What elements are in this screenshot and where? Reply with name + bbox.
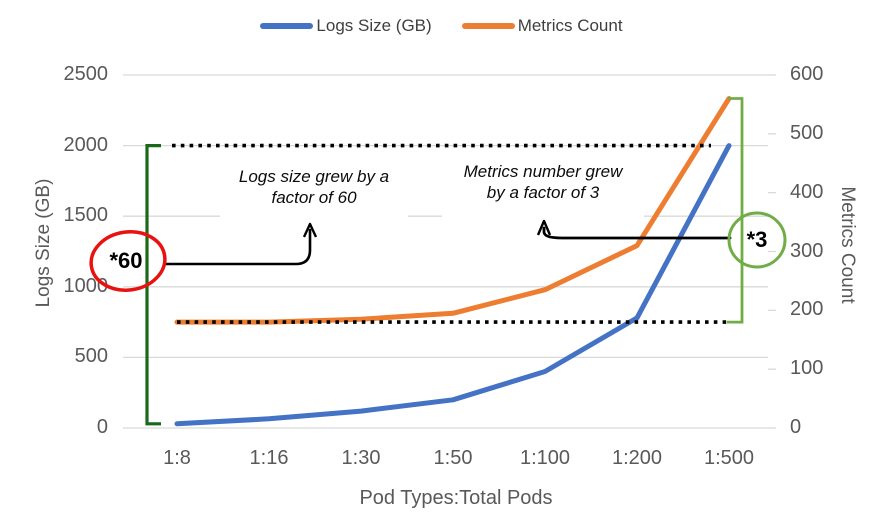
x-axis-tick-1:200: 1:200 [611, 447, 663, 469]
x-axis-tick-1:16: 1:16 [249, 447, 289, 469]
y-axis-right-tick-0: 0 [790, 416, 802, 438]
logs-growth-annotation: Logs size grew by a factor of 60 [220, 166, 408, 221]
metrics-factor-badge: *3 [746, 227, 768, 252]
x-axis-tick-1:100: 1:100 [519, 447, 571, 469]
y-axis-right-tick-300: 300 [790, 239, 824, 262]
logs-growth-annotation-line2: factor of 60 [271, 188, 357, 207]
metrics-growth-annotation-line2: by a factor of 3 [486, 183, 600, 202]
series-line-metrics-count [174, 96, 732, 325]
legend-label-logs-size: Logs Size (GB) [316, 16, 432, 35]
logs-factor-badge: *60 [109, 248, 143, 273]
legend-item-logs-size: Logs Size (GB) [260, 16, 432, 36]
x-axis-tick-1:50: 1:50 [433, 447, 473, 469]
series-line-logs-size [174, 143, 732, 427]
y-axis-right-tick-600: 600 [790, 63, 824, 85]
y-axis-left-tick-2500: 2500 [63, 63, 109, 85]
y-axis-left-tick-2000: 2000 [63, 133, 109, 156]
x-axis-tick-1:8: 1:8 [163, 447, 191, 469]
legend: Logs Size (GB) Metrics Count [0, 16, 883, 36]
y-axis-left-tick-500: 500 [74, 345, 108, 368]
x-axis-tick-1:30: 1:30 [341, 447, 381, 469]
y-axis-left-tick-1500: 1500 [63, 204, 109, 227]
metrics-range-bracket [727, 97, 744, 324]
x-axis-title: Pod Types:Total Pods [359, 487, 553, 509]
metrics-annotation-arrowhead-icon [536, 219, 552, 236]
metrics-growth-annotation-line1: Metrics number grew [463, 162, 623, 181]
legend-swatch-logs-size [260, 23, 314, 29]
legend-swatch-metrics-count [461, 23, 515, 29]
logs-annotation-arrowhead-icon [302, 222, 318, 238]
legend-label-metrics-count: Metrics Count [517, 16, 623, 35]
y-axis-right-tick-100: 100 [790, 357, 824, 380]
left-axis-title: Logs Size (GB) [33, 178, 54, 308]
right-axis-title: Metrics Count [837, 186, 858, 304]
x-axis-tick-1:500: 1:500 [703, 447, 755, 469]
logs-growth-annotation-line1: Logs size grew by a [238, 167, 390, 186]
logs-annotation-arrow [164, 228, 312, 266]
y-axis-left-tick-0: 0 [96, 416, 108, 438]
legend-item-metrics-count: Metrics Count [461, 16, 623, 36]
metrics-annotation-arrow [542, 226, 732, 240]
y-axis-right-tick-400: 400 [790, 180, 824, 203]
logs-factor-red-circle-icon [89, 230, 167, 292]
metrics-growth-annotation: Metrics number grew by a factor of 3 [442, 161, 644, 219]
y-axis-right-tick-200: 200 [790, 298, 824, 321]
metrics-factor-green-circle-icon [727, 211, 787, 269]
y-axis-right-tick-500: 500 [790, 121, 824, 144]
